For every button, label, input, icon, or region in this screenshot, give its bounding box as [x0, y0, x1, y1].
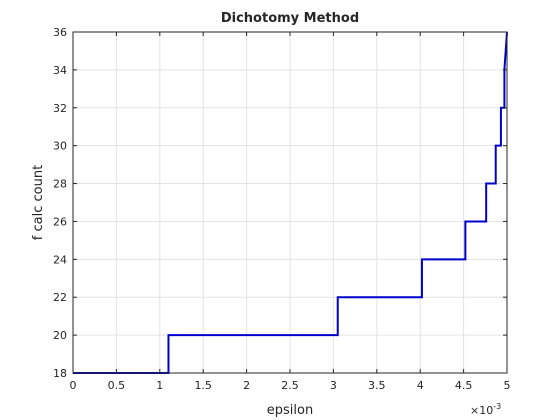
x-axis-exponent-power: -3: [493, 402, 501, 411]
x-tick-label: 5: [504, 379, 511, 392]
ticks: 0 0.5 1 1.5 2 2.5 3 3.5 4 4.5 5 18 20 22 24 26 28 30 32 34 3…: [53, 26, 511, 392]
x-tick-label: 0: [70, 379, 77, 392]
y-tick-label: 34: [53, 64, 67, 77]
x-tick-label: 4.5: [455, 379, 473, 392]
y-tick-label: 20: [53, 329, 67, 342]
y-tick-label: 22: [53, 291, 67, 304]
y-tick-label: 30: [53, 140, 67, 153]
y-tick-label: 18: [53, 367, 67, 380]
y-tick-label: 32: [53, 102, 67, 115]
x-tick-label: 2.5: [281, 379, 299, 392]
x-tick-label: 3.5: [368, 379, 386, 392]
x-tick-label: 1.5: [194, 379, 212, 392]
y-tick-label: 28: [53, 178, 67, 191]
y-tick-label: 36: [53, 26, 67, 39]
series-line: [73, 31, 508, 374]
x-tick-label: 4: [417, 379, 424, 392]
x-axis-exponent-base: ×10: [470, 404, 493, 417]
chart-title: Dichotomy Method: [221, 11, 359, 26]
y-tick-label: 26: [53, 215, 67, 228]
x-axis-exponent: ×10-3: [470, 402, 501, 417]
x-tick-label: 1: [156, 379, 163, 392]
x-tick-label: 3: [330, 379, 337, 392]
x-tick-label: 0.5: [108, 379, 126, 392]
series-layer: [73, 31, 508, 374]
y-axis-label: f calc count: [31, 165, 46, 240]
x-axis-label: epsilon: [267, 403, 313, 418]
y-tick-label: 24: [53, 253, 67, 266]
x-tick-label: 2: [243, 379, 250, 392]
